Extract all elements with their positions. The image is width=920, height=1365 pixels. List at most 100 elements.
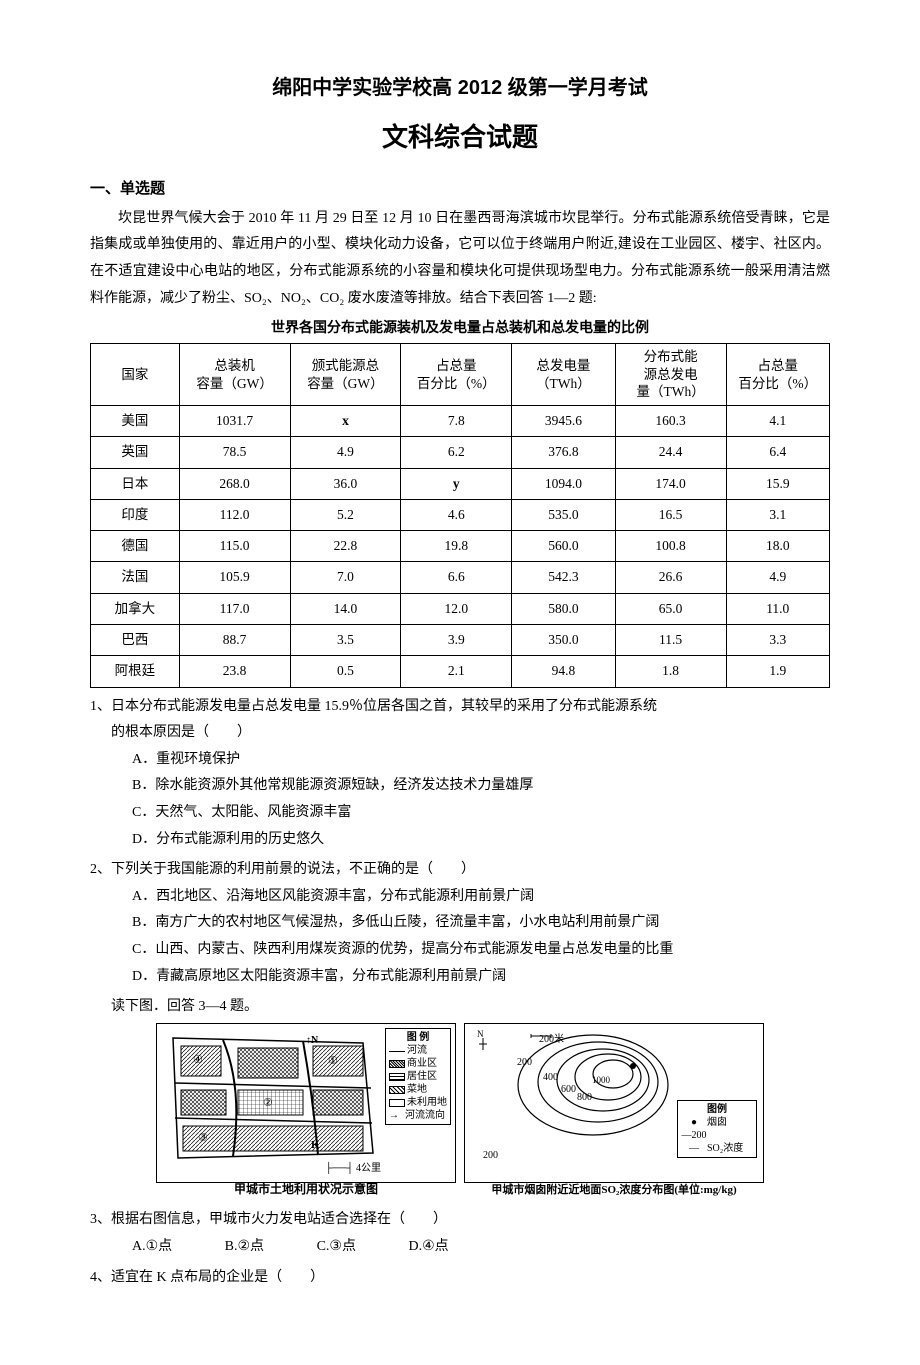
table-cell: 1.8	[615, 656, 726, 687]
table-cell: 11.5	[615, 625, 726, 656]
table-cell: 5.2	[290, 499, 401, 530]
svg-text:400: 400	[543, 1072, 558, 1083]
table-caption: 世界各国分布式能源装机及发电量占总装机和总发电量的比例	[90, 316, 830, 341]
map-sketch-svg: ④ ① ② ③ K	[163, 1028, 383, 1168]
svg-text:600: 600	[561, 1084, 576, 1095]
legend-item: —200—SO₂浓度	[681, 1129, 753, 1155]
svg-text:200米: 200米	[539, 1032, 564, 1045]
table-cell: 4.9	[290, 437, 401, 468]
table-cell: 0.5	[290, 656, 401, 687]
table-cell: 26.6	[615, 562, 726, 593]
legend-item: 未利用地	[389, 1096, 447, 1109]
table-row: 巴西88.73.53.9350.011.53.3	[91, 625, 830, 656]
table-cell: 19.8	[401, 531, 512, 562]
read-figure-prompt: 读下图．回答 3—4 题。	[90, 994, 830, 1019]
table-cell: 3.1	[726, 499, 830, 530]
q3-opt-c: C.③点	[317, 1239, 356, 1254]
figure-left-landuse: ↑N ④ ① ② ③ K ├──┤ 4公里	[156, 1023, 456, 1183]
table-cell: 7.8	[401, 406, 512, 437]
table-row: 德国115.022.819.8560.0100.818.0	[91, 531, 830, 562]
col-country: 国家	[91, 344, 180, 406]
table-cell: 日本	[91, 468, 180, 499]
table-cell: 560.0	[512, 531, 615, 562]
table-row: 日本268.036.0y1094.0174.015.9	[91, 468, 830, 499]
table-cell: 4.9	[726, 562, 830, 593]
table-cell: 14.0	[290, 593, 401, 624]
legend-right: 图例 ●烟囱—200—SO₂浓度	[677, 1100, 757, 1158]
svg-text:K: K	[311, 1139, 320, 1151]
q2-opt-c: C．山西、内蒙古、陕西利用煤炭资源的优势，提高分布式能源发电量占总发电量的比重	[132, 937, 830, 964]
table-cell: 印度	[91, 499, 180, 530]
table-cell: 1031.7	[179, 406, 290, 437]
table-cell: 英国	[91, 437, 180, 468]
q3-options: A.①点 B.②点 C.③点 D.④点	[90, 1234, 830, 1261]
legend-item: →河流流向	[389, 1109, 447, 1122]
table-cell: 376.8	[512, 437, 615, 468]
figure-right-so2: 200 400 600 800 1000 200 200米 N 图例 ●烟囱—2…	[464, 1023, 764, 1183]
question-4: 4、适宜在 K 点布局的企业是（ ）	[90, 1265, 830, 1292]
table-cell: 3.3	[726, 625, 830, 656]
table-cell: 268.0	[179, 468, 290, 499]
table-cell: 105.9	[179, 562, 290, 593]
table-cell: 94.8	[512, 656, 615, 687]
svg-text:200: 200	[483, 1150, 498, 1161]
page-title-sub: 文科综合试题	[90, 114, 830, 161]
contour-svg: 200 400 600 800 1000 200 200米 N	[473, 1030, 673, 1170]
page-title-main: 绵阳中学实验学校高 2012 级第一学月考试	[90, 70, 830, 106]
q1-options: A．重视环境保护 B．除水能资源外其他常规能源资源短缺，经济发达技术力量雄厚 C…	[90, 747, 830, 853]
q1-stem-line2: 的根本原因是（ ）	[90, 720, 830, 747]
table-row: 阿根廷23.80.52.194.81.81.9	[91, 656, 830, 687]
table-cell: 11.0	[726, 593, 830, 624]
svg-text:②: ②	[263, 1097, 273, 1109]
energy-table: 国家 总装机容量（GW） 颁式能源总容量（GW） 占总量百分比（%） 总发电量（…	[90, 343, 830, 687]
table-cell: 580.0	[512, 593, 615, 624]
col-total-capacity: 总装机容量（GW）	[179, 344, 290, 406]
svg-text:1000: 1000	[592, 1075, 611, 1085]
table-cell: 3945.6	[512, 406, 615, 437]
table-row: 法国105.97.06.6542.326.64.9	[91, 562, 830, 593]
table-cell: 6.2	[401, 437, 512, 468]
table-cell: 117.0	[179, 593, 290, 624]
table-cell: 16.5	[615, 499, 726, 530]
table-cell: 法国	[91, 562, 180, 593]
table-cell: 535.0	[512, 499, 615, 530]
col-dist-gen: 分布式能源总发电量（TWh）	[615, 344, 726, 406]
table-cell: x	[290, 406, 401, 437]
question-2: 2、下列关于我国能源的利用前景的说法，不正确的是（ ） A．西北地区、沿海地区风…	[90, 857, 830, 990]
q4-stem: 4、适宜在 K 点布局的企业是（ ）	[90, 1265, 830, 1292]
legend-item: ●烟囱	[681, 1116, 753, 1129]
table-cell: 24.4	[615, 437, 726, 468]
table-cell: 6.6	[401, 562, 512, 593]
table-cell: 德国	[91, 531, 180, 562]
table-cell: 542.3	[512, 562, 615, 593]
q3-stem: 3、根据右图信息，甲城市火力发电站适合选择在（ ）	[90, 1207, 830, 1234]
figure-left-caption: 甲城市土地利用状况示意图	[157, 1179, 455, 1201]
table-cell: 4.6	[401, 499, 512, 530]
q2-options: A．西北地区、沿海地区风能资源丰富，分布式能源利用前景广阔 B．南方广大的农村地…	[90, 884, 830, 990]
q3-opt-a: A.①点	[132, 1239, 172, 1254]
col-dist-capacity: 颁式能源总容量（GW）	[290, 344, 401, 406]
legend-left: 图 例 河流商业区居住区菜地未利用地→河流流向	[385, 1028, 451, 1125]
table-cell: 7.0	[290, 562, 401, 593]
table-cell: 115.0	[179, 531, 290, 562]
scale-bar: ├──┤ 4公里	[325, 1160, 381, 1178]
intro-paragraph: 坎昆世界气候大会于 2010 年 11 月 29 日至 12 月 10 日在墨西…	[90, 206, 830, 312]
q3-opt-d: D.④点	[408, 1239, 448, 1254]
table-cell: 美国	[91, 406, 180, 437]
col-pct-gen: 占总量百分比（%）	[726, 344, 830, 406]
table-cell: 1.9	[726, 656, 830, 687]
table-row: 印度112.05.24.6535.016.53.1	[91, 499, 830, 530]
q3-opt-b: B.②点	[225, 1239, 264, 1254]
q1-stem-line1: 1、日本分布式能源发电量占总发电量 15.9％位居各国之首，其较早的采用了分布式…	[90, 694, 830, 721]
svg-text:N: N	[477, 1030, 484, 1039]
q2-opt-a: A．西北地区、沿海地区风能资源丰富，分布式能源利用前景广阔	[132, 884, 830, 911]
table-cell: 100.8	[615, 531, 726, 562]
table-cell: 1094.0	[512, 468, 615, 499]
question-1: 1、日本分布式能源发电量占总发电量 15.9％位居各国之首，其较早的采用了分布式…	[90, 694, 830, 854]
svg-text:③: ③	[198, 1132, 208, 1144]
table-cell: 174.0	[615, 468, 726, 499]
table-cell: 160.3	[615, 406, 726, 437]
q2-stem: 2、下列关于我国能源的利用前景的说法，不正确的是（ ）	[90, 857, 830, 884]
legend-item: 商业区	[389, 1057, 447, 1070]
table-cell: 18.0	[726, 531, 830, 562]
